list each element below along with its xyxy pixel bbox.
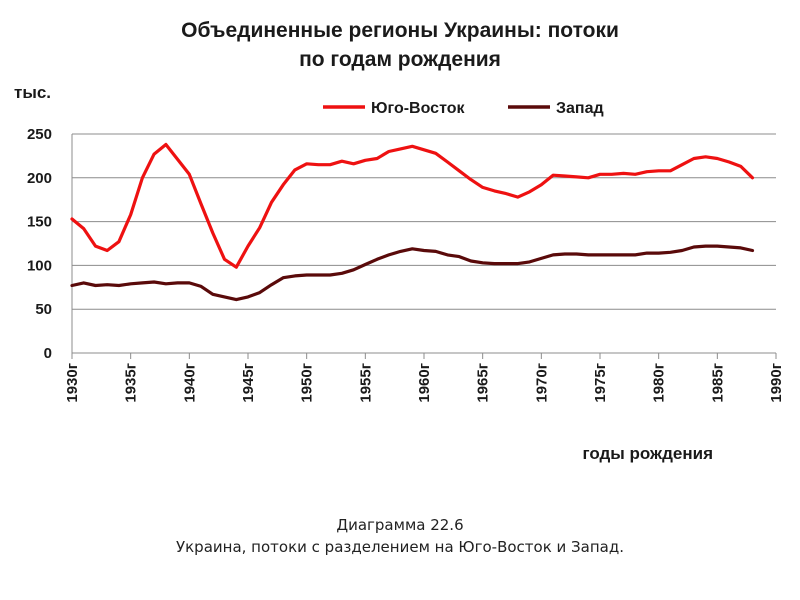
- x-tick-label: 1960г: [416, 363, 433, 403]
- x-tick-label: 1975г: [592, 363, 609, 403]
- legend-label: Запад: [556, 100, 604, 117]
- x-tick-label: 1990г: [768, 363, 785, 403]
- x-tick-label: 1970г: [533, 363, 550, 403]
- y-tick-label: 50: [35, 301, 52, 318]
- y-tick-label: 250: [27, 126, 52, 143]
- y-tick-label: 200: [27, 170, 52, 187]
- axes: 0 50 100 150 200 250 1930г 1935г 1940г 1945г 1950г…: [27, 126, 785, 403]
- y-tick-label: 0: [44, 345, 52, 362]
- series-line-1: [70, 142, 755, 269]
- chart-title: Объединенные регионы Украины: потоки по …: [181, 19, 619, 71]
- series-lines: [70, 142, 755, 302]
- y-tick-label: 100: [27, 257, 52, 274]
- x-tick-label: 1935г: [123, 363, 140, 403]
- x-tick-label: 1940г: [181, 363, 198, 403]
- legend: Юго-Восток Запад: [323, 100, 604, 117]
- series-line-2: [70, 244, 755, 302]
- caption: Диаграмма 22.6 Украина, потоки с разделе…: [100, 514, 700, 558]
- y-axis-label: тыс.: [14, 83, 51, 102]
- x-axis-label: годы рождения: [582, 444, 713, 463]
- caption-line-2: Украина, потоки с разделением на Юго-Вос…: [175, 538, 624, 556]
- legend-label: Юго-Восток: [371, 100, 465, 117]
- x-tick-label: 1980г: [651, 363, 668, 403]
- x-tick-label: 1955г: [357, 363, 374, 403]
- x-tick-label: 1930г: [64, 363, 81, 403]
- x-tick-label: 1985г: [709, 363, 726, 403]
- x-tick-label: 1945г: [240, 363, 257, 403]
- x-tick-label: 1950г: [299, 363, 316, 403]
- x-tick-label: 1965г: [475, 363, 492, 403]
- caption-line-1: Диаграмма 22.6: [336, 516, 464, 534]
- y-tick-label: 150: [27, 214, 52, 231]
